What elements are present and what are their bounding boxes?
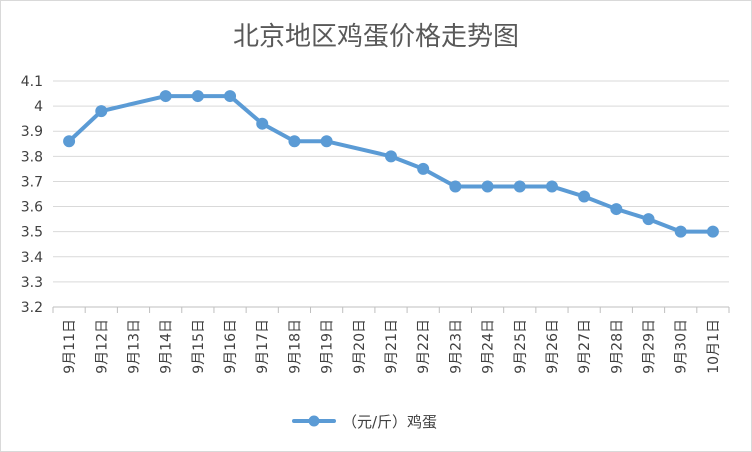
chart-title: 北京地区鸡蛋价格走势图 (233, 22, 519, 52)
data-point (481, 180, 494, 193)
series-layer (63, 90, 719, 238)
y-tick-label: 3.7 (21, 174, 43, 190)
x-tick-label: 9月28日 (609, 319, 625, 374)
x-axis-ticks: 9月11日 9月12日 9月13日 9月14日 9月15日 9月16日 9月17日 9月18日… (52, 307, 730, 374)
x-tick-label: 9月12日 (94, 319, 110, 374)
y-tick-label: 3.4 (21, 250, 43, 266)
y-tick-label: 4.1 (21, 74, 43, 90)
y-tick-label: 3.5 (21, 225, 43, 241)
data-point (642, 213, 655, 226)
x-tick-label: 9月14日 (159, 319, 175, 374)
x-tick-label: 9月27日 (577, 319, 593, 374)
data-point (610, 203, 623, 216)
data-point (95, 105, 108, 118)
x-tick-label: 9月11日 (62, 319, 78, 374)
data-point (449, 180, 462, 193)
x-tick-label: 9月16日 (223, 319, 239, 374)
x-tick-label: 9月23日 (448, 319, 464, 374)
x-tick-label: 9月25日 (513, 319, 529, 374)
data-point (674, 225, 687, 238)
x-tick-label: 9月15日 (191, 319, 207, 374)
legend-label: （元/斤）鸡蛋 (342, 413, 437, 431)
data-point (706, 225, 719, 238)
y-tick-label: 3.6 (21, 200, 43, 216)
x-tick-label: 9月26日 (545, 319, 561, 374)
legend: （元/斤）鸡蛋 (292, 413, 437, 431)
data-point (159, 90, 172, 103)
data-point (224, 90, 237, 103)
y-tick-label: 3.9 (21, 124, 43, 140)
x-tick-label: 9月17日 (255, 319, 271, 374)
x-tick-label: 9月30日 (674, 319, 690, 374)
y-axis-ticks: 3.2 3.3 3.4 3.5 3.6 3.7 3.8 3.9 4 4.1 (21, 74, 43, 316)
x-tick-label: 9月22日 (416, 319, 432, 374)
data-point (288, 135, 301, 148)
legend-marker (308, 415, 320, 427)
data-point (513, 180, 526, 193)
data-point (320, 135, 333, 148)
data-point (545, 180, 558, 193)
data-point (63, 135, 76, 148)
y-tick-label: 3.3 (21, 275, 43, 291)
y-tick-label: 3.8 (21, 149, 43, 165)
x-tick-label: 9月24日 (481, 319, 497, 374)
x-tick-label: 9月13日 (126, 319, 142, 374)
data-point (256, 117, 269, 130)
x-tick-label: 9月21日 (384, 319, 400, 374)
y-tick-label: 4 (34, 99, 43, 115)
data-point (385, 150, 397, 163)
x-tick-label: 10月1日 (706, 319, 722, 374)
x-tick-label: 9月20日 (352, 319, 368, 374)
y-tick-label: 3.2 (21, 300, 43, 316)
x-tick-label: 9月29日 (642, 319, 658, 374)
gridlines (53, 80, 729, 308)
data-point (191, 90, 204, 103)
data-point (578, 190, 591, 203)
data-point (417, 162, 430, 175)
x-tick-label: 9月19日 (320, 319, 336, 374)
x-tick-label: 9月18日 (287, 319, 303, 374)
